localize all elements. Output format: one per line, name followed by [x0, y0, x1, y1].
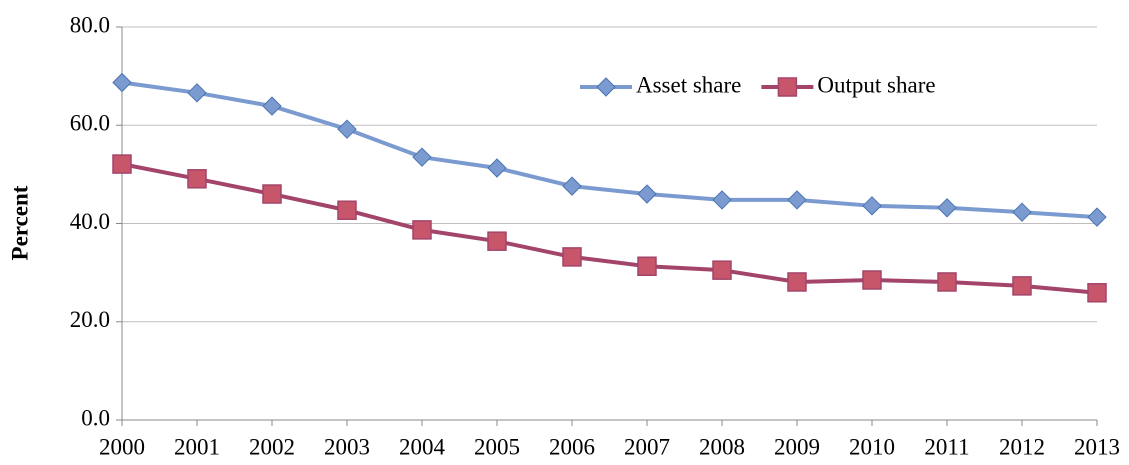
data-point	[937, 272, 957, 292]
x-tick-label: 2006	[549, 434, 595, 459]
series-line	[121, 80, 1098, 220]
data-point	[1087, 207, 1107, 227]
legend-marker	[777, 77, 798, 97]
data-point	[712, 190, 732, 210]
x-tick-label: 2000	[99, 434, 145, 459]
data-point	[862, 196, 882, 216]
data-point	[262, 96, 282, 116]
data-point	[937, 198, 957, 218]
data-point	[487, 231, 507, 251]
data-point	[562, 247, 582, 267]
y-tick-label: 40.0	[70, 209, 110, 234]
x-tick-label: 2005	[474, 434, 520, 459]
series-line	[121, 162, 1098, 295]
x-tick-label: 2009	[774, 434, 820, 459]
x-tick-label: 2001	[174, 434, 220, 459]
x-tick-label: 2011	[924, 434, 969, 459]
data-point	[412, 220, 432, 240]
x-tick-label: 2008	[699, 434, 745, 459]
data-point	[637, 184, 657, 204]
data-point	[787, 272, 807, 292]
data-point	[862, 270, 882, 290]
data-point	[112, 72, 132, 93]
x-tick-label: 2004	[399, 434, 446, 459]
x-tick-label: 2003	[324, 434, 370, 459]
x-tick-label: 2013	[1074, 434, 1120, 459]
data-point	[1012, 202, 1032, 222]
y-tick-label: 0.0	[81, 405, 110, 430]
data-point	[1087, 283, 1107, 303]
data-point	[337, 200, 357, 220]
data-point	[337, 119, 357, 139]
data-point	[112, 154, 132, 174]
data-point	[787, 190, 807, 210]
data-point	[562, 176, 582, 196]
y-tick-label: 20.0	[70, 307, 110, 332]
x-tick-label: 2007	[624, 434, 670, 459]
y-tick-label: 60.0	[70, 111, 110, 136]
x-tick-label: 2012	[999, 434, 1045, 459]
data-point	[712, 260, 732, 280]
data-point	[412, 147, 432, 167]
y-tick-label: 80.0	[70, 12, 110, 37]
legend-label: Output share	[817, 72, 935, 97]
data-point	[637, 256, 657, 276]
legend-label: Asset share	[636, 72, 741, 97]
data-point	[262, 184, 282, 204]
data-point	[187, 83, 207, 103]
data-point	[1012, 276, 1032, 296]
data-point	[187, 169, 207, 189]
legend-marker	[596, 77, 616, 97]
data-point	[487, 158, 507, 178]
x-tick-label: 2002	[249, 434, 295, 459]
y-axis-label: Percent	[7, 185, 32, 260]
x-tick-label: 2010	[849, 434, 895, 459]
